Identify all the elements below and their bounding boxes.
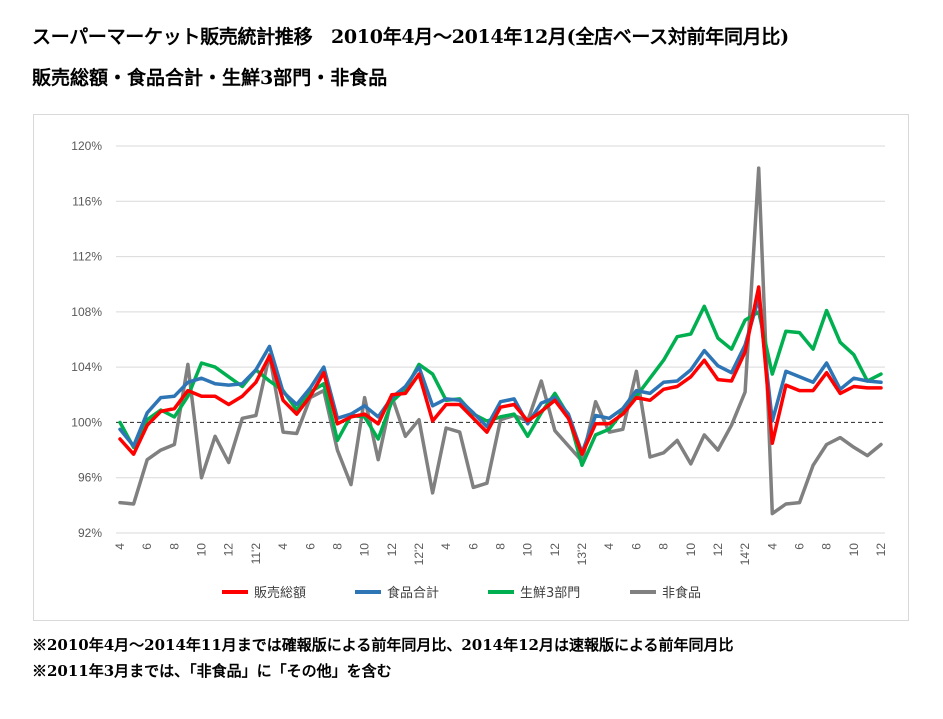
chart-subtitle: 販売総額・食品合計・生鮮3部門・非食品 [32,67,388,89]
x-tick-label: 4 [602,543,616,550]
chart-title: スーパーマーケット販売統計推移 2010年4月～2014年12月(全店ベース対前… [32,26,789,48]
x-tick-label: 8 [167,543,181,550]
legend-label: 生鮮3部門 [520,586,580,601]
x-tick-label: 10 [684,543,698,557]
legend-label: 食品合計 [387,585,439,601]
y-tick-label: 92% [78,526,102,540]
y-tick-label: 96% [78,471,102,485]
x-tick-label: 13'2 [575,543,589,566]
legend-label: 販売総額 [254,585,306,601]
x-tick-label: 4 [765,543,779,550]
series-line-販売総額 [118,285,883,456]
footnote-2: ※2011年3月までは、「非食品」に「その他」を含む [32,662,392,680]
y-tick-label: 120% [71,139,102,153]
x-tick-label: 6 [466,543,480,550]
y-tick-label: 112% [72,250,102,264]
y-tick-label: 108% [71,305,102,319]
x-tick-label: 10 [521,543,535,557]
gridlines [116,145,885,534]
x-tick-label: 6 [629,543,643,550]
x-tick-label: 12 [548,543,562,557]
x-tick-label: 14'2 [738,543,752,566]
x-tick-label: 8 [820,543,834,550]
x-tick-label: 10 [358,543,372,557]
x-tick-label: 12 [385,543,399,557]
x-tick-label: 10 [847,543,861,557]
x-tick-label: 6 [303,543,317,550]
line-chart: 92% 96% 100% 104% 108% 112% 116% 120% 4 6 8 10 12 11… [71,139,888,601]
y-tick-label: 116% [72,194,102,208]
x-tick-label: 11'2 [249,543,263,565]
x-tick-label: 10 [195,543,209,557]
y-tick-label: 104% [71,360,102,374]
series-line-非食品 [118,166,883,516]
x-tick-label: 8 [330,543,344,550]
x-tick-label: 8 [657,543,671,550]
y-axis: 92% 96% 100% 104% 108% 112% 116% 120% [71,139,102,540]
legend: 販売総額 食品合計 生鮮3部門 非食品 [222,585,701,601]
x-tick-label: 6 [140,543,154,550]
chart-area: 92% 96% 100% 104% 108% 112% 116% 120% 4 6 8 10 12 11… [33,114,909,621]
x-tick-label: 8 [494,543,508,550]
x-tick-label: 12'2 [412,543,426,566]
series-lines [118,166,883,516]
y-tick-label: 100% [71,415,102,429]
x-tick-label: 6 [792,543,806,550]
x-tick-label: 4 [276,543,290,550]
x-tick-label: 4 [113,543,127,550]
x-tick-label: 12 [874,543,888,557]
x-axis: 4 6 8 10 12 11'2 4 6 8 10 12 12'2 4 6 8 10 12 13'2 4 6 8 10 12… [113,543,888,566]
footnote-1: ※2010年4月～2014年11月までは確報版による前年同月比、2014年12月… [32,636,734,654]
x-tick-label: 12 [222,543,236,557]
x-tick-label: 4 [439,543,453,550]
x-tick-label: 12 [711,543,725,557]
legend-label: 非食品 [662,585,701,601]
